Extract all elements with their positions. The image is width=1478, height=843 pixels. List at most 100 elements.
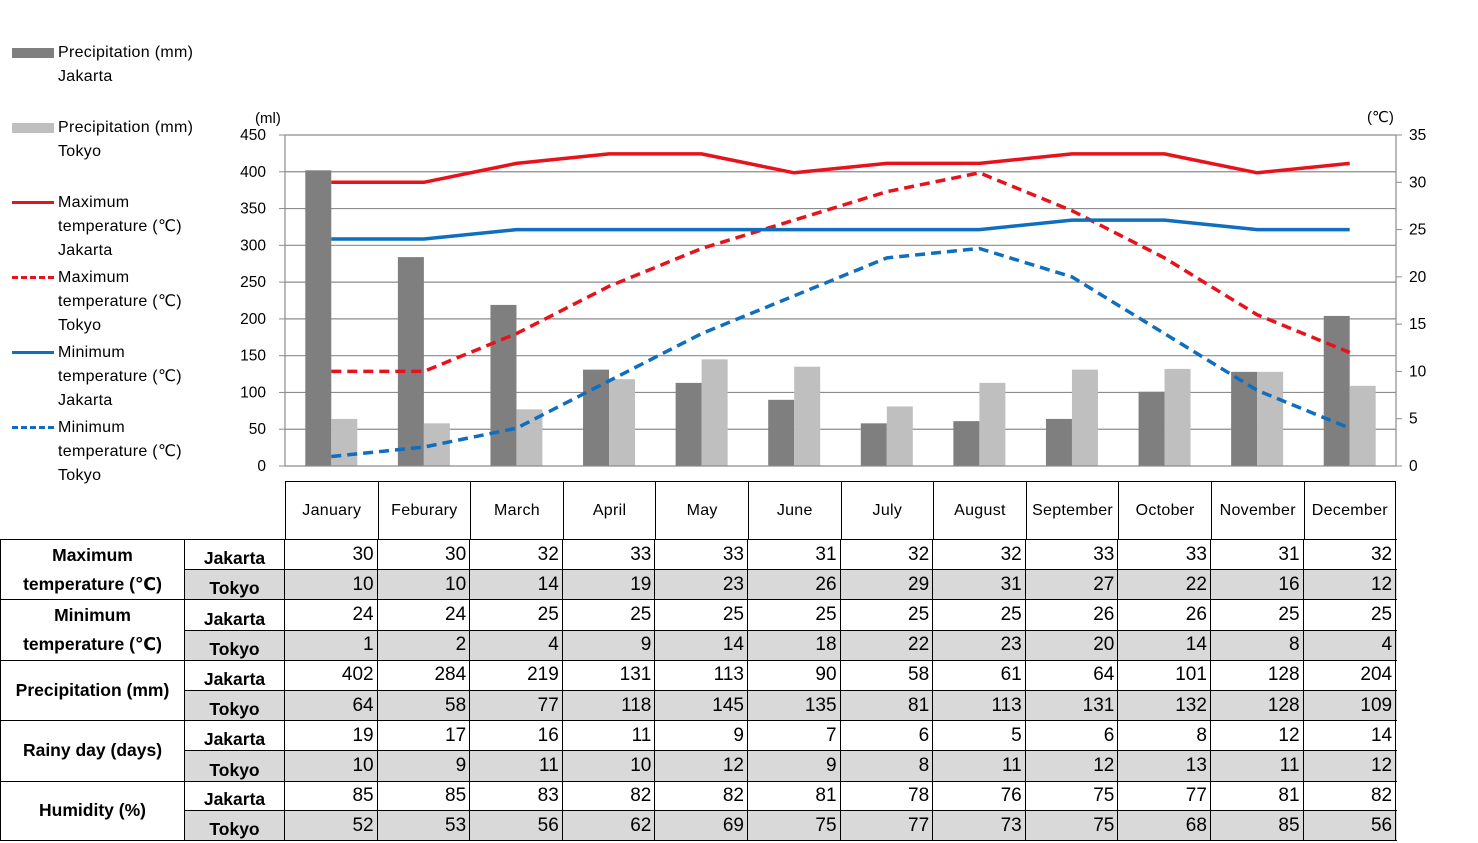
table-cell: 11 (563, 721, 656, 751)
table-cell: 64 (1026, 660, 1119, 690)
right-tick-label: 5 (1409, 411, 1418, 428)
right-axis-unit: (℃) (1367, 109, 1394, 126)
left-tick-label: 200 (240, 311, 266, 328)
left-tick-label: 250 (240, 274, 266, 291)
table-cell: 85 (285, 781, 378, 811)
table-cell: 53 (378, 811, 471, 840)
table-cell: 33 (1026, 540, 1119, 570)
table-cell: 109 (1304, 690, 1397, 721)
table-cell: 25 (470, 600, 563, 630)
table-cell: 6 (841, 721, 934, 751)
right-tick-label: 25 (1409, 222, 1426, 239)
table-cell: 73 (933, 811, 1026, 840)
table-cell: 12 (1304, 570, 1397, 600)
right-tick-label: 20 (1409, 269, 1427, 286)
bar-jakarta-precipitation (1323, 315, 1350, 466)
table-group-label: Maximum temperature (℃) (0, 540, 185, 600)
table-cell: 33 (655, 540, 748, 570)
table-cell: 22 (1118, 570, 1211, 600)
table-cell: 68 (1118, 811, 1211, 840)
table-cell: 52 (285, 811, 378, 840)
legend-swatch (12, 201, 54, 204)
table-cell: 25 (655, 600, 748, 630)
table-city-label: Jakarta (185, 781, 285, 811)
table-cell: 4 (470, 630, 563, 660)
table-cell: 118 (563, 690, 656, 721)
bar-tokyo-precipitation (331, 418, 358, 466)
table-city-label: Jakarta (185, 721, 285, 751)
bar-jakarta-precipitation (1045, 418, 1072, 466)
month-header-cell: June (747, 481, 841, 539)
month-header-cell: July (840, 481, 934, 539)
legend-swatch (12, 48, 54, 58)
month-header-cell: August (933, 481, 1026, 539)
table-cell: 18 (748, 630, 841, 660)
legend-label: Precipitation (mm) Jakarta (58, 44, 194, 85)
table-cell: 29 (841, 570, 934, 600)
table-cell: 31 (748, 540, 841, 570)
table-cell: 78 (841, 781, 934, 811)
table-group: Humidity (%) Jakarta 85 85 83 82 82 81 78 76 75 77 8… (0, 780, 1397, 841)
table-cell: 81 (1211, 781, 1304, 811)
chart: 0 50 100 150 200 250 300 350 400 450 0 5 10 15 20 25 30 3… (240, 109, 1427, 475)
table-cell: 82 (563, 781, 656, 811)
table-cell: 1 (285, 630, 378, 660)
bar-jakarta-precipitation (1138, 391, 1165, 466)
table-cell: 2 (378, 630, 471, 660)
line-series-2 (331, 218, 1350, 241)
bar-jakarta-precipitation (768, 399, 795, 466)
table-cell: 30 (285, 540, 378, 570)
bar-jakarta-precipitation (860, 423, 887, 466)
table-cell: 113 (655, 660, 748, 690)
table-group: Maximum temperature (℃) Jakarta 30 30 32 33 33… (0, 539, 1397, 600)
table-row: Tokyo 1 2 4 9 14 18 22 23 20 14 8 4 (185, 629, 1397, 660)
table-cell: 12 (1304, 751, 1397, 781)
table-cell: 19 (285, 721, 378, 751)
table-cell: 33 (1118, 540, 1211, 570)
table-cell: 62 (563, 811, 656, 840)
table-cell: 75 (1026, 781, 1119, 811)
table-group: Precipitation (mm) Jakarta 402 284 219 131 113… (0, 659, 1397, 721)
table-cell: 13 (1118, 751, 1211, 781)
table-cell: 284 (378, 660, 471, 690)
table-cell: 25 (1304, 600, 1397, 630)
legend-label: Minimum temperature (℃) Tokyo (58, 419, 182, 484)
month-header-row: January Feburary March April May June July Augu… (285, 481, 1397, 539)
table-cell: 30 (378, 540, 471, 570)
table-cell: 90 (748, 660, 841, 690)
table-cell: 56 (470, 811, 563, 840)
table-cell: 11 (470, 751, 563, 781)
lines (331, 152, 1351, 459)
table-cell: 4 (1304, 630, 1397, 660)
table-cell: 26 (1118, 600, 1211, 630)
table-cell: 145 (655, 690, 748, 721)
line-series-0 (331, 152, 1350, 185)
table-cell: 9 (655, 721, 748, 751)
table-cell: 77 (841, 811, 934, 840)
table-cell: 32 (1304, 540, 1397, 570)
table-cell: 11 (933, 751, 1026, 781)
table-cell: 31 (1211, 540, 1304, 570)
legend-label: Maximum temperature (℃) Tokyo (58, 269, 182, 334)
legend-swatch (12, 276, 54, 279)
table-group: Rainy day (days) Jakarta 19 17 16 11 9 7 6 5 6 8 12 1… (0, 720, 1397, 781)
table-cell: 12 (655, 751, 748, 781)
table-cell: 22 (841, 630, 934, 660)
table-cell: 14 (655, 630, 748, 660)
left-tick-label: 50 (249, 421, 267, 438)
table-city-label: Tokyo (185, 751, 285, 781)
table-cell: 58 (841, 660, 934, 690)
month-header-cell: May (655, 481, 748, 539)
table-cell: 81 (748, 781, 841, 811)
legend-label: Minimum temperature (℃) Jakarta (58, 344, 182, 409)
right-tick-label: 30 (1409, 174, 1427, 191)
table-cell: 14 (470, 570, 563, 600)
left-tick-label: 100 (240, 384, 266, 401)
table-city-label: Jakarta (185, 660, 285, 690)
table-cell: 75 (1026, 811, 1119, 840)
left-tick-label: 350 (240, 201, 266, 218)
table-group-label: Rainy day (days) (0, 721, 185, 781)
table-cell: 12 (1211, 721, 1304, 751)
bar-jakarta-precipitation (305, 170, 332, 466)
month-header-cell: September (1025, 481, 1119, 539)
